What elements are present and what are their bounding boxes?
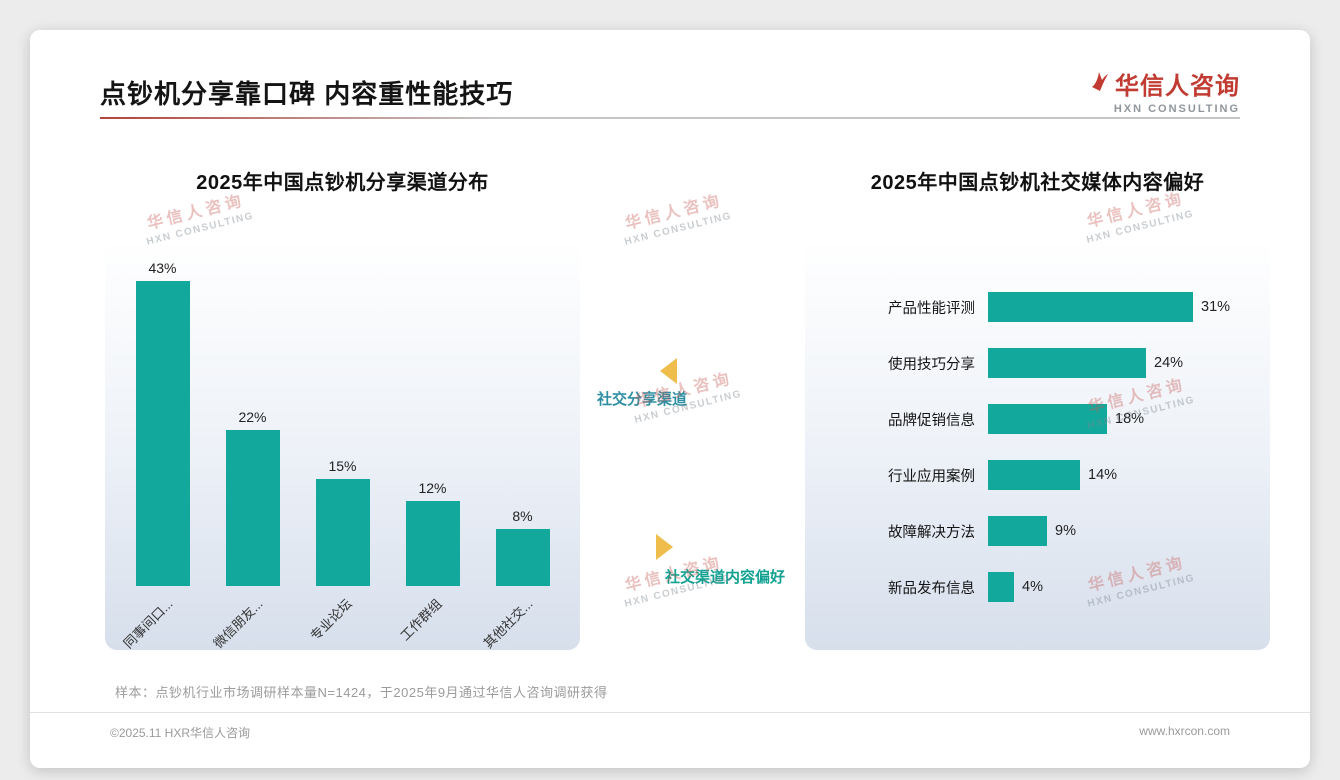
bar-category-label: 工作群组 <box>397 596 446 644</box>
sample-note: 样本：点钞机行业市场调研样本量N=1424，于2025年9月通过华信人咨询调研获… <box>115 685 608 700</box>
bar-value-label: 31% <box>1201 299 1231 315</box>
bar-category-label: 品牌促销信息 <box>888 412 975 429</box>
header-divider <box>100 117 1240 119</box>
bar-column: 12% 工作群组 <box>398 480 460 644</box>
bar-column: 22% 微信朋友... <box>210 409 280 651</box>
logo-cn-text: 华信人咨询 <box>1115 73 1240 100</box>
bar-category-label: 行业应用案例 <box>888 468 975 485</box>
watermark-cn: 华信人咨询 <box>623 192 725 233</box>
bar-category-label: 故障解决方法 <box>888 524 975 541</box>
arrow-right-icon <box>656 534 673 560</box>
bar-value-label: 9% <box>1055 523 1076 539</box>
bar-category-label: 使用技巧分享 <box>888 356 975 373</box>
bar <box>495 529 550 586</box>
bar-row: 产品性能评测 31% <box>843 292 1254 322</box>
content-preference-bars: 产品性能评测 31% 使用技巧分享 24% 品牌促销信息 18% 行业应用案例 14% 故障解决… <box>805 238 1270 650</box>
bar <box>988 460 1080 490</box>
bar <box>988 516 1047 546</box>
bar-category-label: 同事间口... <box>120 596 176 652</box>
bar-column: 8% 其他社交... <box>480 508 550 651</box>
bar-column: 15% 专业论坛 <box>308 458 370 644</box>
bar-row: 故障解决方法 9% <box>843 516 1254 546</box>
bar-category-label: 新品发布信息 <box>888 580 975 597</box>
copyright-text: ©2025.11 HXR华信人咨询 <box>110 726 250 740</box>
company-logo: 华信人咨询 HXN CONSULTING <box>1090 66 1240 115</box>
bar <box>405 501 460 586</box>
share-channel-chart-panel: 43% 同事间口... 22% 微信朋友... 15% 专业论坛 12% 工作群组 8% 其他社交… <box>105 238 580 651</box>
bar <box>988 404 1107 434</box>
bar-value-label: 4% <box>1022 579 1043 595</box>
annotation-share-channel: 社交分享渠道 <box>582 358 702 409</box>
footer-divider <box>30 712 1310 713</box>
bar-value-label: 18% <box>1115 411 1145 427</box>
annotation-content-preference-label: 社交渠道内容偏好 <box>665 569 786 586</box>
annotation-share-channel-label: 社交分享渠道 <box>596 391 687 408</box>
bar-category-label: 产品性能评测 <box>888 300 975 317</box>
bar-category-label: 其他社交... <box>480 596 536 652</box>
bar-value-label: 24% <box>1154 355 1184 371</box>
bar-value-label: 14% <box>1088 467 1118 483</box>
watermark: 华信人咨询 HXN CONSULTING <box>617 185 733 248</box>
bar-category-label: 微信朋友... <box>210 596 266 652</box>
content-preference-chart-panel: 产品性能评测 31% 使用技巧分享 24% 品牌促销信息 18% 行业应用案例 14% 故障解决… <box>805 238 1270 650</box>
watermark-en: HXN CONSULTING <box>623 210 734 248</box>
bar-row: 品牌促销信息 18% <box>843 404 1254 434</box>
bar <box>988 572 1014 602</box>
bar-row: 新品发布信息 4% <box>843 572 1254 602</box>
chart-title-share-channels: 2025年中国点钞机分享渠道分布 <box>196 172 489 194</box>
bar-value-label: 15% <box>328 458 357 474</box>
website-text: www.hxrcon.com <box>1139 724 1230 738</box>
slide-card: 点钞机分享靠口碑 内容重性能技巧 华信人咨询 HXN CONSULTING 20… <box>30 30 1310 768</box>
bar-value-label: 43% <box>148 260 177 276</box>
bar <box>315 479 370 586</box>
page-title: 点钞机分享靠口碑 内容重性能技巧 <box>100 79 514 109</box>
bar-value-label: 12% <box>418 480 447 496</box>
logo-mark-icon <box>1090 69 1110 98</box>
chart-title-content-preference: 2025年中国点钞机社交媒体内容偏好 <box>870 172 1205 194</box>
bar-column: 43% 同事间口... <box>120 260 190 651</box>
share-channel-bars: 43% 同事间口... 22% 微信朋友... 15% 专业论坛 12% 工作群组 8% 其他社交… <box>105 238 580 651</box>
bar-value-label: 8% <box>512 508 533 524</box>
bar <box>988 292 1193 322</box>
logo-en-text: HXN CONSULTING <box>1113 103 1240 115</box>
bar-row: 行业应用案例 14% <box>843 460 1254 490</box>
bar-row: 使用技巧分享 24% <box>843 348 1254 378</box>
arrow-left-icon <box>659 358 677 384</box>
annotation-content-preference: 社交渠道内容偏好 <box>656 534 785 587</box>
bar <box>135 281 190 586</box>
bar-category-label: 专业论坛 <box>307 596 356 644</box>
bar <box>225 430 280 586</box>
bar-value-label: 22% <box>238 409 267 425</box>
bar <box>988 348 1146 378</box>
